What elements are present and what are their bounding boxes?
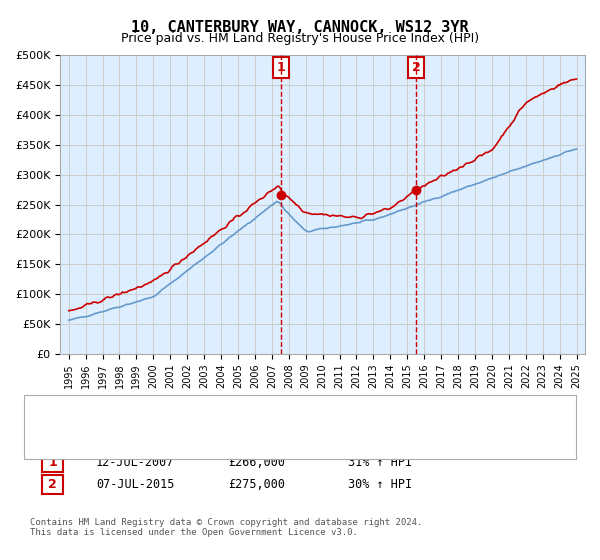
Text: 31% ↑ HPI: 31% ↑ HPI	[348, 455, 412, 469]
Text: £275,000: £275,000	[228, 478, 285, 491]
Text: HPI: Average price, detached house, Cannock Chase: HPI: Average price, detached house, Cann…	[96, 428, 402, 438]
Text: 30% ↑ HPI: 30% ↑ HPI	[348, 478, 412, 491]
Text: 10, CANTERBURY WAY, CANNOCK, WS12 3YR: 10, CANTERBURY WAY, CANNOCK, WS12 3YR	[131, 20, 469, 35]
Text: £266,000: £266,000	[228, 455, 285, 469]
Text: 1: 1	[277, 61, 285, 74]
Text: 12-JUL-2007: 12-JUL-2007	[96, 455, 175, 469]
Text: Price paid vs. HM Land Registry's House Price Index (HPI): Price paid vs. HM Land Registry's House …	[121, 32, 479, 45]
Text: 07-JUL-2015: 07-JUL-2015	[96, 478, 175, 491]
Text: 2: 2	[48, 478, 57, 491]
Text: 2: 2	[412, 61, 421, 74]
Text: 1: 1	[48, 456, 57, 469]
Text: Contains HM Land Registry data © Crown copyright and database right 2024.
This d: Contains HM Land Registry data © Crown c…	[30, 518, 422, 538]
Text: 10, CANTERBURY WAY, CANNOCK, WS12 3YR (detached house): 10, CANTERBURY WAY, CANNOCK, WS12 3YR (d…	[96, 408, 433, 418]
